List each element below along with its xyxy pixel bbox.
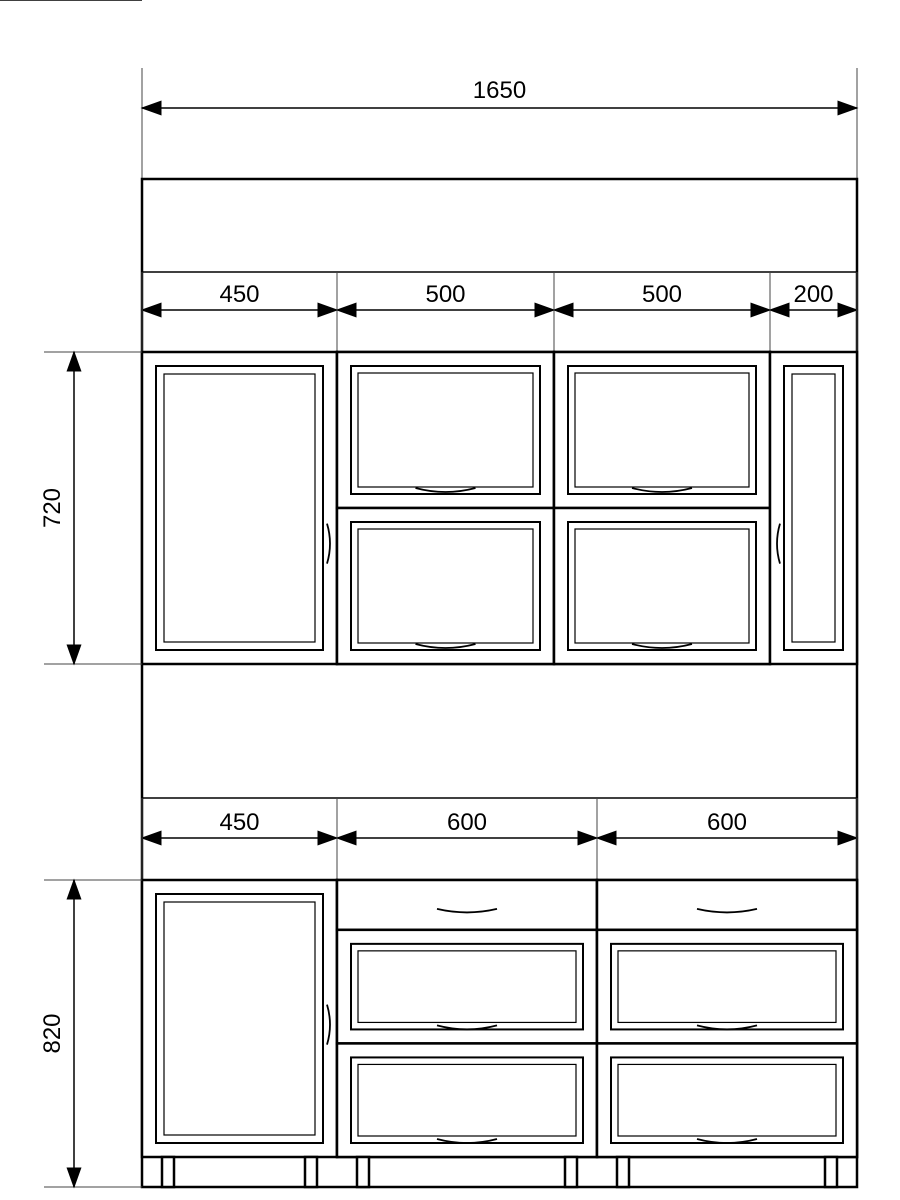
svg-text:820: 820 (39, 1013, 66, 1053)
svg-text:500: 500 (425, 281, 465, 308)
svg-text:600: 600 (447, 809, 487, 836)
l1-door (142, 880, 337, 1187)
svg-text:450: 450 (219, 809, 259, 836)
svg-text:720: 720 (39, 488, 66, 528)
u4-narrow (770, 352, 857, 664)
svg-text:500: 500 (642, 281, 682, 308)
u2-draw2 (337, 352, 554, 664)
svg-text:600: 600 (707, 809, 747, 836)
u3-draw2 (554, 352, 770, 664)
l3-draw3 (597, 880, 857, 1187)
svg-text:450: 450 (219, 281, 259, 308)
technical-drawing: 1650 450 500 500 200 720 450 600 600 820 (0, 0, 900, 1200)
svg-text:1650: 1650 (473, 77, 526, 104)
svg-text:200: 200 (793, 281, 833, 308)
u1-door (142, 352, 337, 664)
l2-draw3 (337, 880, 597, 1187)
